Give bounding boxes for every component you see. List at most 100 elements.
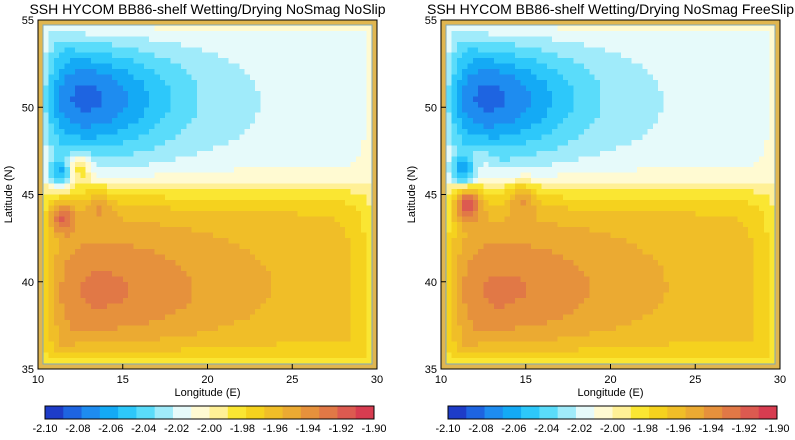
heatmap-cell: [212, 74, 219, 81]
heatmap-cell: [96, 319, 103, 326]
heatmap-cell: [286, 41, 293, 48]
heatmap-cell: [483, 129, 490, 136]
heatmap-cell: [446, 74, 453, 81]
heatmap-cell: [80, 199, 87, 206]
heatmap-cell: [504, 25, 511, 32]
heatmap-cell: [202, 276, 209, 283]
heatmap-cell: [462, 112, 469, 119]
heatmap-cell: [228, 358, 235, 365]
heatmap-cell: [43, 172, 50, 179]
heatmap-cell: [64, 314, 71, 321]
heatmap-cell: [361, 79, 368, 87]
heatmap-cell: [244, 74, 251, 81]
heatmap-cell: [112, 189, 119, 196]
heatmap-cell: [239, 183, 246, 190]
heatmap-cell: [472, 178, 479, 185]
heatmap-cell: [75, 69, 81, 76]
heatmap-cell: [43, 358, 50, 365]
heatmap-cell: [80, 183, 87, 190]
heatmap-cell: [218, 96, 224, 103]
heatmap-cell: [302, 36, 309, 43]
heatmap-cell: [80, 281, 87, 288]
heatmap-cell: [64, 36, 71, 43]
heatmap-cell: [154, 96, 161, 103]
heatmap-cell: [53, 101, 60, 108]
heatmap-cell: [53, 341, 60, 348]
heatmap-cell: [96, 172, 103, 179]
heatmap-cell: [329, 281, 336, 288]
heatmap-cell: [223, 216, 230, 223]
heatmap-cell: [446, 183, 453, 190]
heatmap-cell: [212, 129, 219, 136]
heatmap-cell: [350, 281, 357, 288]
heatmap-cell: [255, 172, 262, 179]
heatmap-cell: [308, 314, 315, 321]
heatmap-cell: [504, 199, 511, 206]
heatmap-cell: [101, 199, 108, 206]
heatmap-cell: [228, 178, 235, 185]
heatmap-cell: [286, 292, 293, 299]
heatmap-cell: [260, 134, 267, 141]
heatmap-cell: [196, 347, 203, 354]
heatmap-cell: [292, 107, 299, 114]
heatmap-cell: [292, 358, 299, 365]
heatmap-cell: [85, 156, 92, 163]
heatmap-cell: [75, 319, 81, 326]
heatmap-cell: [53, 254, 60, 261]
heatmap-cell: [345, 292, 352, 299]
heatmap-cell: [260, 156, 267, 163]
heatmap-cell: [462, 79, 469, 87]
heatmap-cell: [53, 139, 60, 147]
heatmap-cell: [170, 276, 177, 283]
heatmap-cell: [472, 249, 479, 256]
heatmap-cell: [90, 276, 97, 283]
heatmap-cell: [75, 292, 81, 299]
heatmap-cell: [462, 172, 469, 179]
heatmap-cell: [64, 69, 71, 76]
heatmap-cell: [276, 47, 283, 54]
heatmap-cell: [467, 292, 474, 299]
heatmap-cell: [170, 25, 177, 32]
heatmap-cell: [223, 183, 230, 190]
heatmap-cell: [472, 145, 479, 152]
heatmap-cell: [292, 249, 299, 256]
heatmap-cell: [472, 287, 479, 294]
heatmap-cell: [350, 238, 357, 245]
heatmap-cell: [271, 172, 277, 179]
heatmap-cell: [467, 199, 474, 206]
heatmap-cell: [281, 287, 288, 294]
heatmap-cell: [159, 199, 166, 206]
heatmap-cell: [271, 341, 277, 348]
heatmap-cell: [228, 314, 235, 321]
heatmap-cell: [244, 63, 251, 70]
heatmap-cell: [446, 145, 453, 152]
heatmap-cell: [117, 129, 124, 136]
heatmap-cell: [244, 352, 251, 359]
heatmap-cell: [456, 265, 463, 272]
heatmap-cell: [249, 74, 256, 81]
heatmap-cell: [361, 298, 368, 305]
heatmap-cell: [483, 238, 490, 245]
heatmap-cell: [117, 161, 124, 168]
heatmap-cell: [101, 314, 108, 321]
heatmap-cell: [255, 254, 262, 261]
heatmap-cell: [350, 325, 357, 332]
heatmap-cell: [302, 63, 309, 70]
heatmap-cell: [488, 74, 495, 81]
heatmap-cell: [334, 101, 341, 108]
heatmap-cell: [181, 129, 187, 136]
heatmap-cell: [191, 167, 198, 174]
heatmap-cell: [472, 123, 479, 130]
heatmap-cell: [165, 303, 172, 310]
heatmap-cell: [345, 254, 352, 261]
heatmap-cell: [462, 150, 469, 157]
heatmap-cell: [186, 41, 193, 48]
heatmap-cell: [196, 150, 203, 157]
heatmap-cell: [244, 336, 251, 343]
heatmap-cell: [96, 58, 103, 65]
heatmap-cell: [196, 221, 203, 228]
heatmap-cell: [345, 189, 352, 196]
heatmap-cell: [271, 243, 277, 250]
heatmap-cell: [244, 270, 251, 277]
heatmap-cell: [138, 41, 145, 48]
